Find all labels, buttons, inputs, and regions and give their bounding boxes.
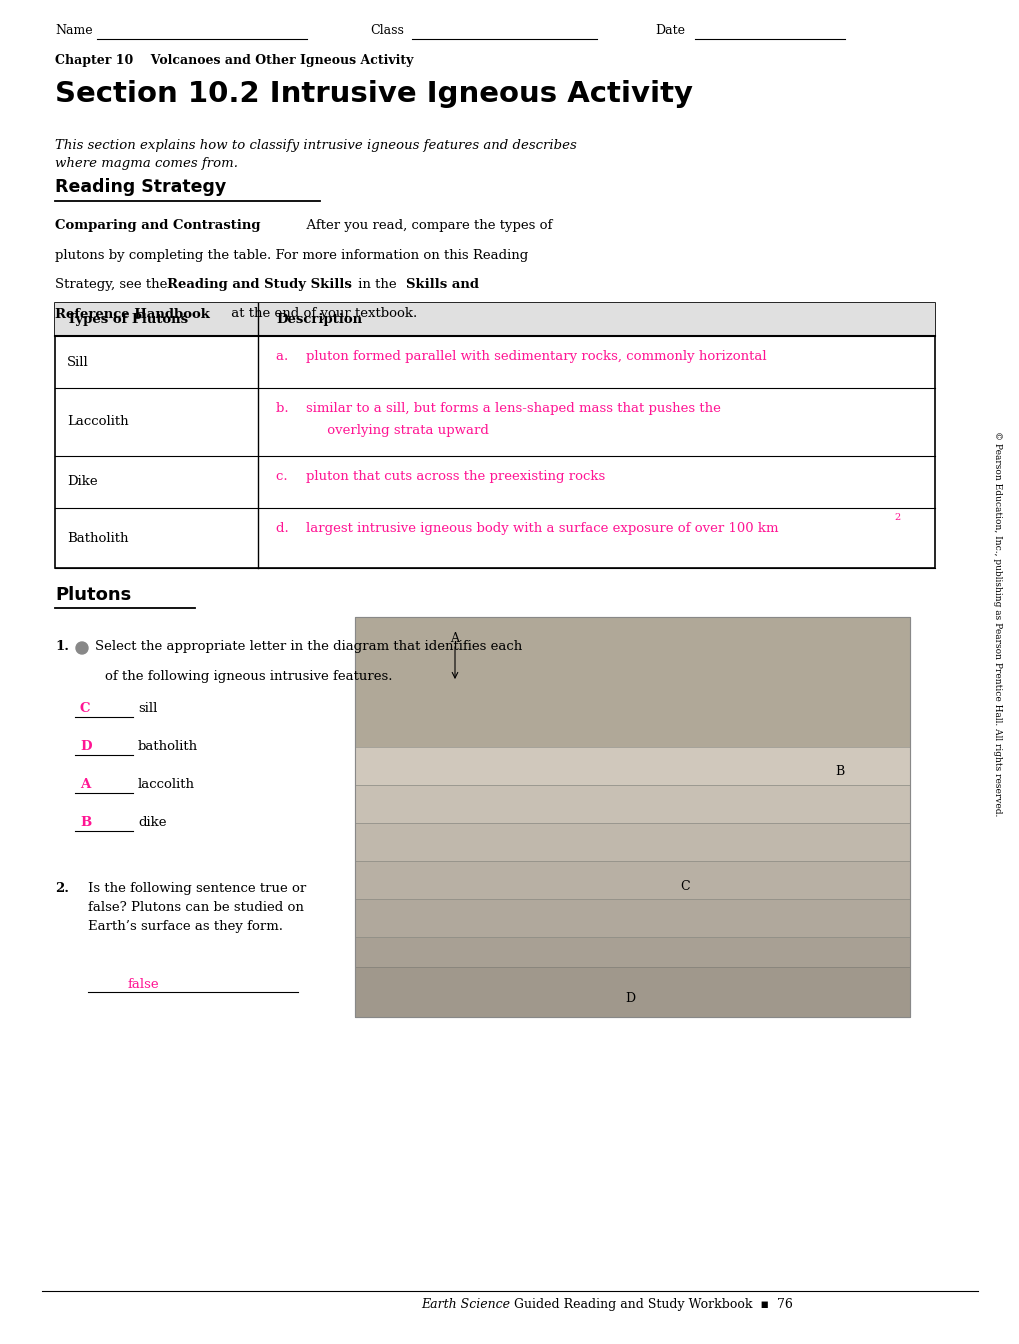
Text: Guided Reading and Study Workbook  ▪  76: Guided Reading and Study Workbook ▪ 76 xyxy=(510,1298,792,1310)
Bar xyxy=(355,862,909,899)
Text: sill: sill xyxy=(138,702,157,715)
Circle shape xyxy=(76,642,88,655)
Text: C: C xyxy=(79,702,91,715)
Text: D: D xyxy=(625,992,635,1005)
Bar xyxy=(355,617,909,1017)
Text: 2.: 2. xyxy=(55,882,69,895)
Text: Class: Class xyxy=(370,24,404,38)
Text: Date: Date xyxy=(654,24,685,38)
Text: Reference Handbook: Reference Handbook xyxy=(55,308,210,320)
Text: similar to a sill, but forms a lens-shaped mass that pushes the
     overlying s: similar to a sill, but forms a lens-shap… xyxy=(306,402,720,437)
Bar xyxy=(355,823,909,862)
Text: Types of Plutons: Types of Plutons xyxy=(67,313,187,327)
Text: Laccolith: Laccolith xyxy=(67,415,128,429)
Text: Batholith: Batholith xyxy=(67,531,128,544)
Text: batholith: batholith xyxy=(138,741,198,753)
Text: Reading and Study Skills: Reading and Study Skills xyxy=(167,278,352,292)
Text: 2: 2 xyxy=(893,513,900,521)
Text: B: B xyxy=(835,766,844,778)
Text: laccolith: laccolith xyxy=(138,778,195,792)
Text: largest intrusive igneous body with a surface exposure of over 100 km: largest intrusive igneous body with a su… xyxy=(306,521,777,535)
Text: in the: in the xyxy=(354,278,400,292)
Text: Plutons: Plutons xyxy=(55,586,131,603)
Text: Chapter 10    Volcanoes and Other Igneous Activity: Chapter 10 Volcanoes and Other Igneous A… xyxy=(55,54,413,67)
Text: false: false xyxy=(127,978,159,991)
Text: c.: c. xyxy=(276,470,296,482)
Text: B: B xyxy=(79,816,91,829)
Bar xyxy=(55,302,934,336)
Bar xyxy=(355,747,909,785)
Bar xyxy=(355,617,909,747)
Text: Earth Science: Earth Science xyxy=(421,1298,510,1310)
Text: at the end of your textbook.: at the end of your textbook. xyxy=(227,308,417,320)
Text: Dike: Dike xyxy=(67,476,98,488)
Text: Select the appropriate letter in the diagram that identifies each: Select the appropriate letter in the dia… xyxy=(95,640,522,653)
Text: This section explains how to classify intrusive igneous features and describes
w: This section explains how to classify in… xyxy=(55,138,576,171)
Text: Strategy, see the: Strategy, see the xyxy=(55,278,171,292)
Text: Name: Name xyxy=(55,24,93,38)
Text: pluton formed parallel with sedimentary rocks, commonly horizontal: pluton formed parallel with sedimentary … xyxy=(306,349,766,363)
Text: b.: b. xyxy=(276,402,297,415)
Text: Reading Strategy: Reading Strategy xyxy=(55,177,226,196)
Text: © Pearson Education, Inc., publishing as Pearson Prentice Hall. All rights reser: © Pearson Education, Inc., publishing as… xyxy=(991,431,1001,817)
Text: A: A xyxy=(450,632,459,645)
Text: of the following igneous intrusive features.: of the following igneous intrusive featu… xyxy=(105,671,392,683)
Text: D: D xyxy=(79,741,92,753)
Text: 1.: 1. xyxy=(55,640,69,653)
Bar xyxy=(355,785,909,823)
Text: pluton that cuts across the preexisting rocks: pluton that cuts across the preexisting … xyxy=(306,470,604,482)
Text: After you read, compare the types of: After you read, compare the types of xyxy=(298,219,552,233)
Bar xyxy=(55,302,934,569)
Text: dike: dike xyxy=(138,816,166,829)
Bar xyxy=(355,899,909,937)
Text: Comparing and Contrasting: Comparing and Contrasting xyxy=(55,219,260,233)
Text: plutons by completing the table. For more information on this Reading: plutons by completing the table. For mor… xyxy=(55,249,528,262)
Text: A: A xyxy=(79,778,90,792)
Text: Section 10.2 Intrusive Igneous Activity: Section 10.2 Intrusive Igneous Activity xyxy=(55,81,692,108)
Text: Is the following sentence true or
false? Plutons can be studied on
Earth’s surfa: Is the following sentence true or false?… xyxy=(88,882,306,933)
Text: a.: a. xyxy=(276,349,297,363)
Bar xyxy=(355,937,909,974)
Text: Description: Description xyxy=(276,313,362,327)
Bar xyxy=(355,966,909,1017)
Text: d.: d. xyxy=(276,521,297,535)
Text: Skills and: Skills and xyxy=(406,278,479,292)
Text: Sill: Sill xyxy=(67,356,89,368)
Bar xyxy=(355,617,909,1017)
Text: C: C xyxy=(680,880,689,894)
